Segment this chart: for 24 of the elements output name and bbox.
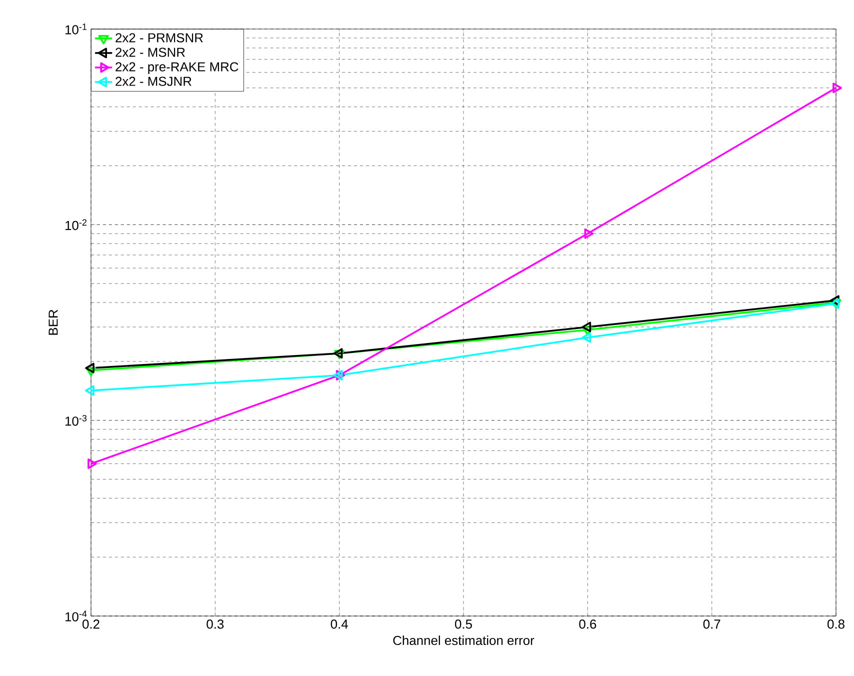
point: [85, 385, 94, 396]
legend-label: 2x2 - MSJNR: [116, 76, 192, 86]
point: [582, 322, 592, 332]
x-tick-label: 0.5: [455, 620, 472, 629]
legend-label: 2x2 - pre-RAKE MRC: [116, 62, 238, 74]
x-tick-label: 0.2: [82, 620, 100, 629]
legend-label: 2x2 - PRMSNR: [116, 33, 203, 42]
y-tick-label: 10$^{-1}$: [66, 24, 87, 34]
point: [333, 370, 343, 380]
point: [86, 367, 96, 376]
point: [582, 332, 592, 343]
point: [582, 326, 593, 336]
x-tick-label: 0.8: [828, 620, 844, 629]
point: [85, 362, 94, 374]
x-tick-label: 0.3: [206, 620, 224, 629]
x-tick-label: 0.7: [703, 620, 720, 629]
x-axis-title: Channel estimation error: [393, 636, 534, 646]
y-axis-title: BER: [48, 310, 58, 335]
legend-label: 2x2 - MSNR: [116, 48, 185, 57]
x-tick-label: 0.6: [579, 620, 596, 629]
y-tick-label: 10$^{-3}$: [66, 414, 87, 426]
point: [830, 295, 840, 306]
y-tick-label: 10$^{-2}$: [66, 219, 87, 230]
x-tick-label: 0.4: [330, 620, 348, 629]
